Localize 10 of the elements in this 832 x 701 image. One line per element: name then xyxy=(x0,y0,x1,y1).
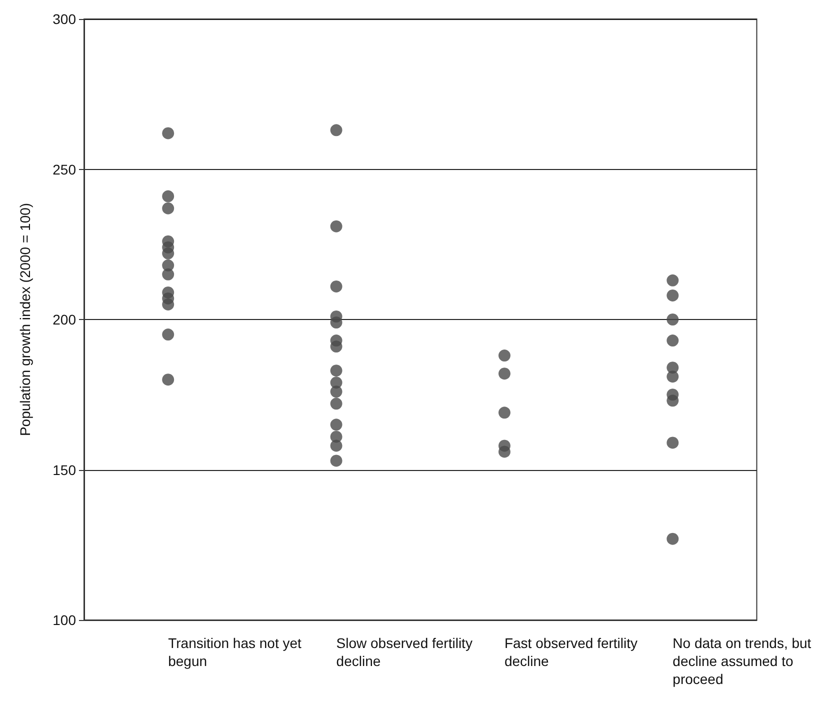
y-tick-label: 200 xyxy=(52,312,76,328)
y-tick-label: 100 xyxy=(52,612,76,628)
y-tick-label: 300 xyxy=(52,11,76,27)
y-tick-label: 150 xyxy=(52,462,76,478)
y-tick-label: 250 xyxy=(52,161,76,178)
x-tick-label: Transition has not yet begun xyxy=(168,635,306,669)
x-tick-label: Slow observed fertility decline xyxy=(336,635,476,669)
x-tick-label: No data on trends, but decline assumed to proceed xyxy=(672,635,816,687)
x-tick-label: Fast observed fertility decline xyxy=(504,635,642,669)
y-axis-title: Population growth index (2000 = 100) xyxy=(17,202,33,436)
